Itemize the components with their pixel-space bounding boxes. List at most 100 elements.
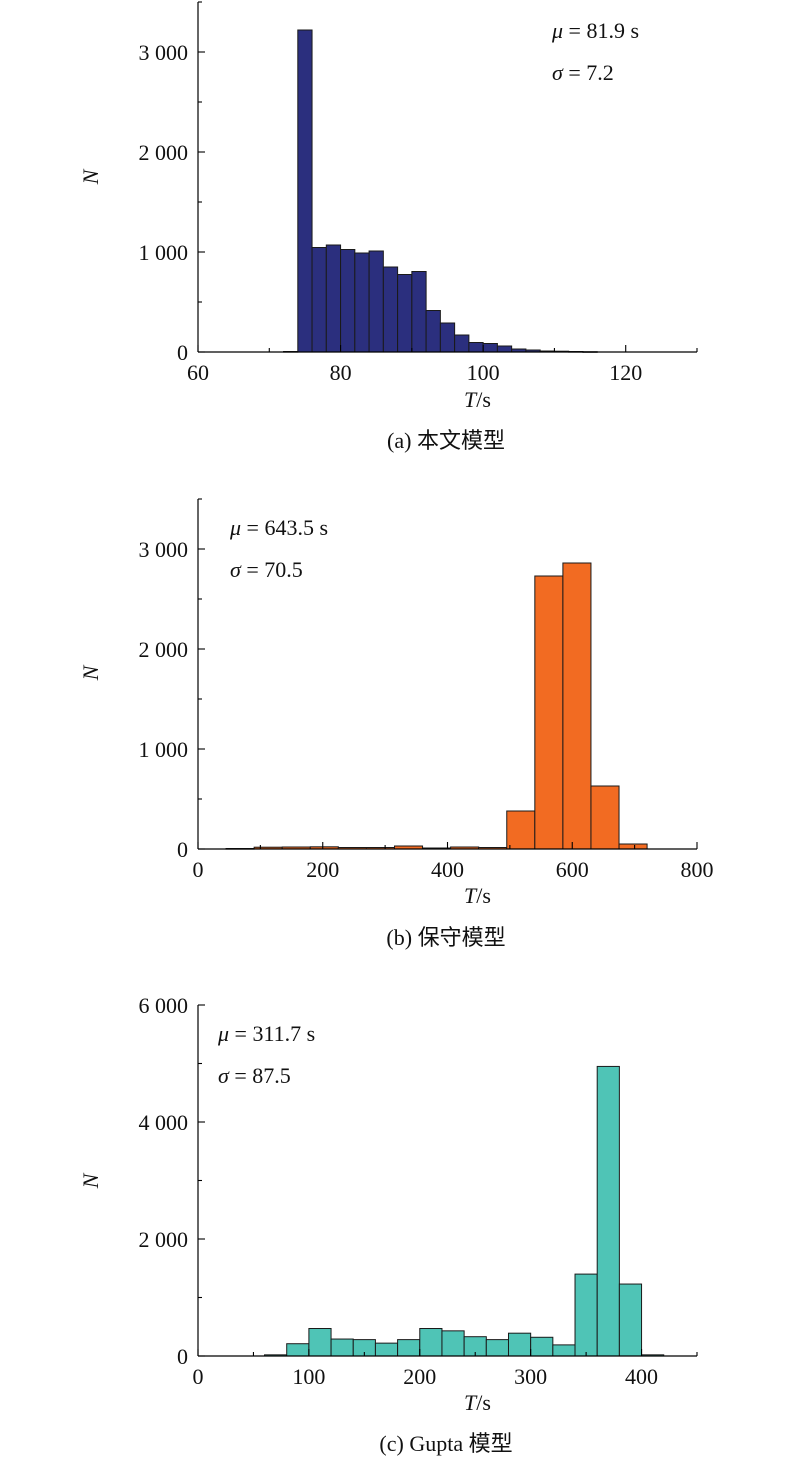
histogram-bar [534, 575, 564, 850]
y-tick-label: 0 [177, 340, 188, 365]
histogram-bar [382, 266, 399, 353]
y-tick-label: 6 000 [139, 993, 189, 1018]
bars-group [225, 562, 648, 850]
histogram-bar [454, 334, 470, 353]
annotation-symbol: σ [552, 60, 564, 85]
std-annotation: σ = 87.5 [218, 1063, 291, 1088]
histogram-bar [325, 244, 342, 353]
histogram-bar [368, 250, 384, 353]
annotation-value: = 87.5 [229, 1063, 291, 1088]
y-axis-title: N [78, 168, 103, 185]
histogram-bar [574, 1273, 598, 1357]
histogram-bar [596, 1065, 620, 1357]
x-tick-label: 100 [467, 360, 500, 385]
x-axis-unit: /s [476, 387, 491, 412]
mean-annotation: μ = 311.7 s [217, 1021, 315, 1046]
histogram-bar [552, 1344, 576, 1357]
annotation-symbol: σ [218, 1063, 230, 1088]
chart-panel-2: 0 200 400 600 800 0 1 000 2 000 3 000 T/s Nμ = 643… [78, 498, 714, 950]
x-axis-variable: T [464, 1390, 478, 1415]
std-annotation: σ = 7.2 [552, 60, 614, 85]
annotation-symbol: μ [229, 515, 241, 540]
x-tick-label: 400 [625, 1364, 658, 1389]
y-tick-label: 4 000 [139, 1110, 189, 1135]
histogram-bar [562, 562, 592, 850]
bars-group [283, 29, 598, 353]
y-tick-label: 0 [177, 837, 188, 862]
histogram-bar [330, 1338, 354, 1357]
chart-caption: (c) Gupta 模型 [379, 1431, 512, 1456]
x-axis-variable: T [464, 387, 478, 412]
x-tick-label: 300 [514, 1364, 547, 1389]
chart-panel-3: 0 100 200 300 400 0 2 000 4 000 6 000 T/s Nμ = 311… [78, 993, 698, 1456]
annotation-symbol: μ [217, 1021, 229, 1046]
y-tick-label: 1 000 [139, 737, 189, 762]
y-tick-label: 3 000 [139, 537, 189, 562]
histogram-bar [425, 310, 441, 353]
histogram-bar [530, 1336, 554, 1357]
histogram-bar [311, 247, 327, 353]
annotation-value: = 7.2 [563, 60, 614, 85]
x-tick-label: 80 [330, 360, 352, 385]
x-tick-label: 120 [609, 360, 642, 385]
annotation-value: = 643.5 s [241, 515, 328, 540]
histogram-bar [496, 345, 513, 353]
histogram-bar [439, 322, 456, 353]
x-tick-label: 400 [431, 857, 464, 882]
y-tick-label: 1 000 [139, 240, 189, 265]
histogram-bar [397, 1339, 421, 1357]
histogram-bar [468, 342, 484, 353]
histogram-bar [507, 1332, 532, 1357]
x-tick-label: 0 [193, 857, 204, 882]
histogram-bar [441, 1330, 465, 1357]
histogram-bar [506, 810, 536, 850]
histogram-bar [419, 1328, 443, 1357]
histogram-bar [297, 29, 313, 353]
histogram-bar [354, 252, 370, 353]
x-tick-label: 800 [681, 857, 714, 882]
y-tick-label: 2 000 [139, 637, 189, 662]
histogram-bar [482, 343, 498, 353]
x-tick-label: 0 [193, 1364, 204, 1389]
histogram-bar [340, 249, 356, 353]
annotation-value: = 81.9 s [563, 18, 639, 43]
histogram-bar [618, 1283, 643, 1357]
y-tick-label: 3 000 [139, 40, 189, 65]
bars-group [264, 1065, 665, 1357]
annotation-value: = 70.5 [241, 557, 303, 582]
histogram-bar [286, 1343, 310, 1357]
histogram-bar [397, 274, 413, 353]
x-tick-label: 100 [292, 1364, 325, 1389]
std-annotation: σ = 70.5 [230, 557, 303, 582]
histogram-bar [485, 1339, 509, 1357]
histogram-bar [374, 1342, 399, 1357]
chart-caption: (a) 本文模型 [387, 428, 505, 453]
x-axis-title: T/s [464, 1390, 491, 1415]
x-axis-unit: /s [476, 883, 491, 908]
annotation-value: = 311.7 s [229, 1021, 315, 1046]
y-tick-label: 2 000 [139, 1227, 189, 1252]
histogram-bar [308, 1328, 332, 1357]
histogram-bar [411, 271, 427, 353]
mean-annotation: μ = 81.9 s [551, 18, 639, 43]
x-axis-title: T/s [464, 883, 491, 908]
x-axis-title: T/s [464, 387, 491, 412]
annotation-symbol: σ [230, 557, 242, 582]
y-tick-label: 2 000 [139, 140, 189, 165]
histogram-bar [590, 785, 620, 850]
x-axis-variable: T [464, 883, 478, 908]
y-axis-title: N [78, 664, 103, 681]
annotation-symbol: μ [551, 18, 563, 43]
chart-caption: (b) 保守模型 [386, 925, 505, 950]
x-tick-label: 60 [187, 360, 209, 385]
y-axis-title: N [78, 1172, 103, 1189]
histogram-bar [618, 843, 648, 850]
chart-panel-1: 60 80 100 120 0 1 000 2 000 3 000 T/s Nμ = 81.9 s… [78, 1, 698, 453]
x-tick-label: 200 [403, 1364, 436, 1389]
mean-annotation: μ = 643.5 s [229, 515, 328, 540]
x-axis-unit: /s [476, 1390, 491, 1415]
y-tick-label: 0 [177, 1344, 188, 1369]
x-tick-label: 200 [306, 857, 339, 882]
x-tick-label: 600 [556, 857, 589, 882]
